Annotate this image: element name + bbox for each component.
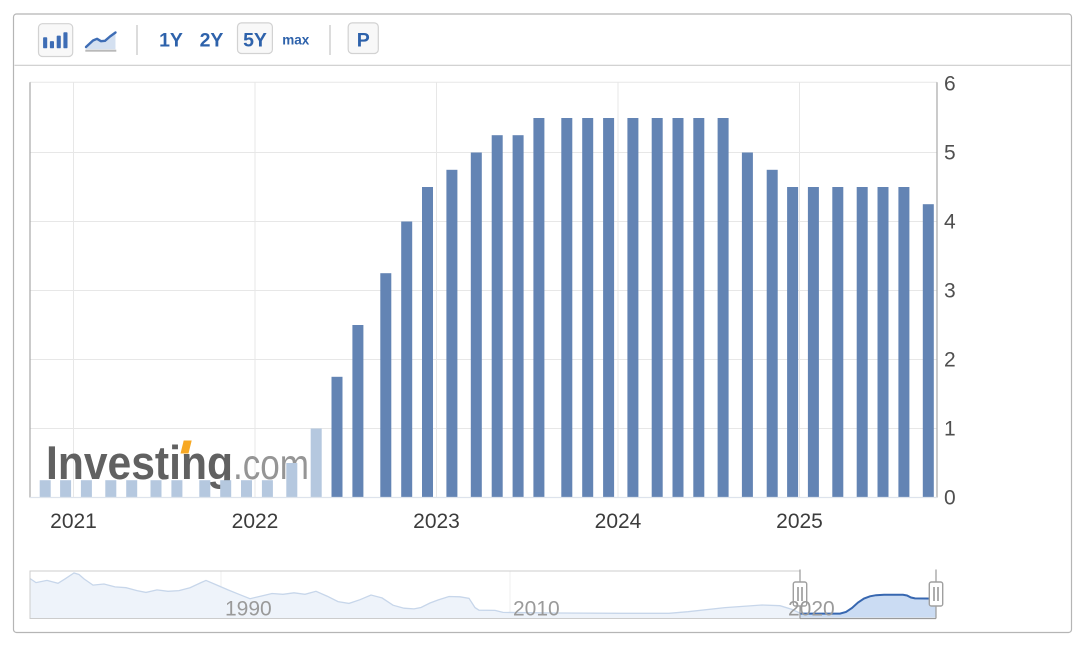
svg-text:4: 4 <box>944 211 956 234</box>
svg-text:2010: 2010 <box>513 598 560 621</box>
svg-text:1: 1 <box>944 418 956 441</box>
svg-text:6: 6 <box>944 73 956 96</box>
svg-text:2021: 2021 <box>50 510 97 533</box>
svg-text:2: 2 <box>944 349 956 372</box>
svg-text:2Y: 2Y <box>200 30 224 52</box>
svg-text:2025: 2025 <box>776 510 823 533</box>
svg-text:2020: 2020 <box>788 598 835 621</box>
svg-text:5Y: 5Y <box>243 30 267 52</box>
svg-text:5: 5 <box>944 142 956 165</box>
svg-text:3: 3 <box>944 280 956 303</box>
svg-text:2024: 2024 <box>595 510 642 533</box>
svg-text:2022: 2022 <box>232 510 279 533</box>
svg-text:0: 0 <box>944 487 956 510</box>
svg-text:1990: 1990 <box>225 598 272 621</box>
svg-text:1Y: 1Y <box>159 30 183 52</box>
svg-text:max: max <box>282 33 310 48</box>
svg-text:2023: 2023 <box>413 510 460 533</box>
svg-text:P: P <box>357 30 370 52</box>
svg-text:Investing: Investing <box>46 436 233 489</box>
